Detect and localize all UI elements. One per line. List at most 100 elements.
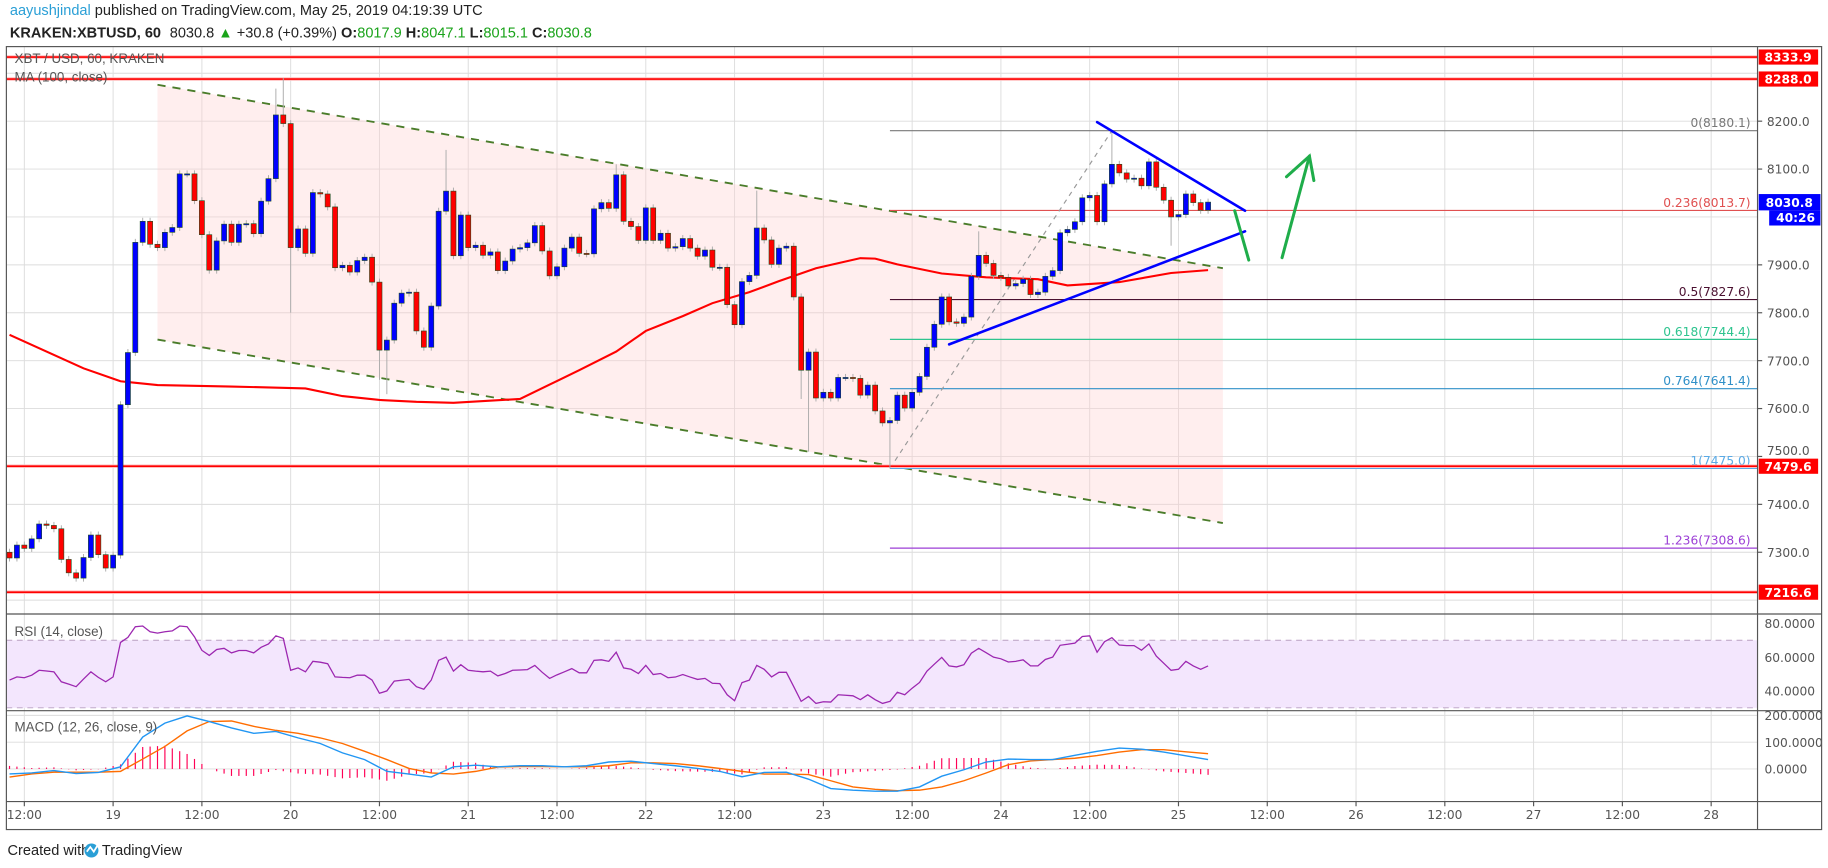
- candle: [554, 263, 560, 280]
- candle: [894, 391, 901, 425]
- up-arrow-head-icon[interactable]: [1284, 153, 1316, 183]
- candle: [872, 381, 878, 415]
- candle-body: [494, 251, 501, 271]
- candle-body: [125, 352, 131, 406]
- candle-body: [716, 266, 723, 269]
- channel-drawing[interactable]: [157, 83, 1224, 524]
- candle: [191, 170, 198, 205]
- candle: [73, 569, 79, 582]
- candle-body: [51, 525, 57, 530]
- candle: [1072, 218, 1078, 233]
- candle: [176, 170, 183, 231]
- candle-body: [1020, 278, 1026, 284]
- candle: [709, 246, 716, 271]
- candle-body: [1109, 163, 1115, 185]
- candle: [487, 248, 494, 259]
- price-tick-label: 7400.0: [1767, 498, 1810, 512]
- tradingview-link[interactable]: TradingView: [102, 843, 183, 859]
- channel-upper-line[interactable]: [157, 83, 1224, 270]
- fib-level-label: 1(7475.0): [1690, 454, 1750, 468]
- low-label: L:: [470, 25, 484, 41]
- candle: [568, 233, 575, 252]
- candle: [1012, 280, 1019, 290]
- rsi-band: [6, 640, 1758, 708]
- candle-body: [199, 200, 205, 235]
- candle: [998, 271, 1004, 281]
- fib-level-label: 0.5(7827.6): [1679, 285, 1751, 299]
- candle: [6, 548, 13, 562]
- price-level-tag: [1758, 584, 1819, 600]
- candle-body: [857, 378, 864, 396]
- candle-body: [339, 265, 346, 269]
- candle-body: [872, 384, 878, 412]
- candle-body: [864, 384, 871, 396]
- price-level-tag: [1758, 458, 1819, 474]
- time-tick-label: 12:00: [184, 808, 219, 822]
- candle: [820, 388, 827, 402]
- fib-trend-line[interactable]: [889, 130, 1113, 469]
- candle-body: [95, 534, 102, 555]
- candle-body: [1012, 283, 1019, 287]
- candle-body: [924, 346, 930, 377]
- candle-body: [443, 190, 449, 212]
- current-price-label: 8030.8: [1766, 196, 1813, 210]
- price-level-tag: [1758, 71, 1819, 87]
- candle: [916, 372, 923, 396]
- triangle-lower-trendline[interactable]: [947, 230, 1247, 346]
- candle: [716, 263, 723, 271]
- candle-body: [413, 291, 420, 332]
- candle-body: [1205, 201, 1211, 211]
- current-price-tag: [1758, 194, 1821, 211]
- candle-body: [435, 210, 442, 307]
- candle: [236, 220, 242, 246]
- time-tick-label: 28: [1703, 808, 1719, 822]
- candle: [428, 302, 435, 351]
- horizontal-levels[interactable]: 8333.9 8288.0 7479.6 7216.6: [6, 49, 1819, 600]
- open-label: O:: [341, 25, 357, 41]
- candle-body: [273, 114, 279, 179]
- fibonacci-retracement[interactable]: 0(8180.1) 0.236(8013.7) 0.5(7827.6) 0.618(7…: [889, 116, 1758, 549]
- candle: [369, 253, 375, 286]
- candle-body: [1123, 172, 1130, 180]
- candle-body: [953, 321, 960, 324]
- candle-body: [642, 207, 649, 241]
- candle-body: [620, 174, 627, 222]
- up-arrow-icon[interactable]: [1280, 154, 1311, 260]
- candle: [117, 401, 124, 559]
- time-tick-label: 12:00: [1427, 808, 1462, 822]
- author-link[interactable]: aayushjindal: [10, 3, 91, 19]
- candle: [776, 244, 782, 268]
- candle: [768, 236, 775, 268]
- candle: [184, 170, 190, 178]
- tradingview-logo-icon: [84, 843, 99, 858]
- channel-lower-line[interactable]: [157, 338, 1224, 524]
- time-tick-label: 27: [1526, 808, 1542, 822]
- candle: [1146, 158, 1152, 190]
- candle-body: [591, 208, 597, 255]
- time-tick-label: 12:00: [717, 808, 752, 822]
- candle-body: [827, 391, 834, 399]
- close-label: C:: [532, 25, 547, 41]
- chart-title: XBT / USD, 60, KRAKEN: [15, 51, 165, 66]
- trendline-drawings[interactable]: [947, 120, 1316, 346]
- candle: [561, 244, 568, 271]
- candle: [347, 261, 353, 276]
- candle: [398, 289, 405, 307]
- candle: [310, 189, 316, 257]
- candle-body: [1079, 197, 1086, 223]
- down-arrow-icon[interactable]: [1233, 209, 1251, 262]
- candle: [258, 197, 264, 238]
- price-tick-label: 7300.0: [1767, 546, 1810, 560]
- candle-body: [184, 173, 190, 176]
- candle-body: [657, 232, 664, 241]
- candle-body: [302, 228, 309, 254]
- candle: [502, 257, 509, 275]
- macd-pane: [8, 715, 1209, 792]
- macd-signal-line: [9, 720, 1209, 792]
- candle: [494, 248, 501, 275]
- candle: [857, 374, 864, 399]
- candle-body: [465, 214, 472, 248]
- triangle-upper-trendline[interactable]: [1095, 120, 1247, 213]
